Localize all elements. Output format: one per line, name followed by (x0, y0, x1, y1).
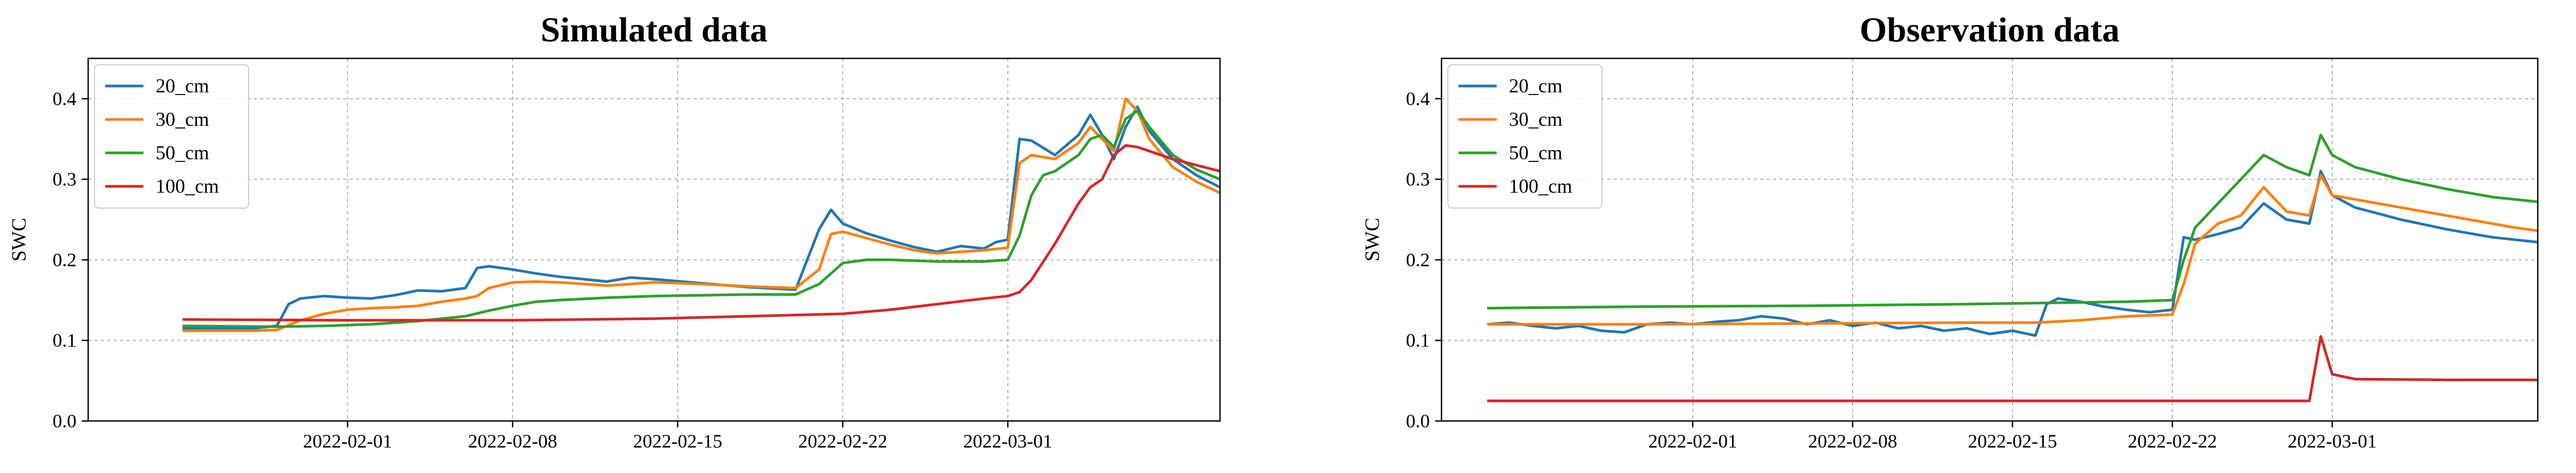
series-line-20_cm (182, 105, 1220, 330)
y-tick-label: 0.1 (1406, 330, 1430, 351)
series-line-20_cm (1487, 170, 2538, 337)
series-line-30_cm (182, 97, 1220, 332)
axes-frame (1440, 57, 2539, 422)
x-tick-label: 2022-02-22 (798, 431, 888, 452)
y-tick-label: 0.2 (53, 249, 76, 270)
series-line-100_cm (1487, 335, 2538, 402)
legend-label-20_cm: 20_cm (156, 75, 209, 97)
legend-label-30_cm: 30_cm (156, 109, 209, 131)
legend-box (1447, 64, 1602, 209)
series-group (182, 97, 1220, 332)
y-tick-label: 0.3 (53, 169, 76, 190)
chart-panel-2: 2022-02-01 2022-02-08 2022-02-15 2022-02-22… (1361, 11, 2539, 452)
y-tick-label: 0.0 (1406, 410, 1430, 432)
y-axis-label: SWC (1361, 218, 1384, 261)
legend: 20_cm 30_cm 50_cm 100_cm (94, 64, 249, 209)
y-tick-label: 0.4 (53, 88, 76, 109)
legend-box (94, 64, 249, 209)
x-tick-label: 2022-02-01 (1648, 431, 1737, 452)
legend-label-100_cm: 100_cm (1509, 176, 1572, 197)
series-line-100_cm (182, 144, 1220, 322)
chart-panel-1: 2022-02-01 2022-02-08 2022-02-15 2022-02-22… (8, 11, 1221, 452)
axes-frame (87, 57, 1221, 422)
series-group (1487, 133, 2538, 402)
grid (1441, 58, 2538, 422)
legend: 20_cm 30_cm 50_cm 100_cm (1447, 64, 1602, 209)
series-line-50_cm (1487, 133, 2538, 309)
chart-title: Observation data (1860, 11, 2120, 49)
grid (88, 58, 1220, 422)
legend-label-20_cm: 20_cm (1509, 75, 1563, 97)
y-axis-label: SWC (8, 218, 30, 261)
x-tick-label: 2022-02-15 (633, 431, 722, 452)
series-line-30_cm (1487, 174, 2538, 326)
chart-title: Simulated data (541, 11, 767, 49)
y-tick-label: 0.2 (1406, 249, 1430, 270)
x-tick-label: 2022-02-01 (303, 431, 392, 452)
y-tick-label: 0.3 (1406, 169, 1430, 190)
legend-label-30_cm: 30_cm (1509, 109, 1563, 131)
legend-label-50_cm: 50_cm (156, 142, 209, 164)
x-tick-label: 2022-02-08 (1808, 431, 1897, 452)
y-tick-label: 0.0 (53, 410, 76, 432)
legend-label-50_cm: 50_cm (1509, 142, 1563, 164)
y-tick-label: 0.4 (1406, 88, 1430, 109)
series-line-50_cm (182, 109, 1220, 328)
x-tick-label: 2022-03-01 (963, 431, 1052, 452)
x-tick-label: 2022-02-22 (2128, 431, 2217, 452)
y-tick-label: 0.1 (53, 330, 76, 351)
x-tick-label: 2022-02-15 (1968, 431, 2057, 452)
x-tick-label: 2022-03-01 (2288, 431, 2377, 452)
legend-label-100_cm: 100_cm (156, 176, 219, 197)
x-tick-label: 2022-02-08 (468, 431, 557, 452)
